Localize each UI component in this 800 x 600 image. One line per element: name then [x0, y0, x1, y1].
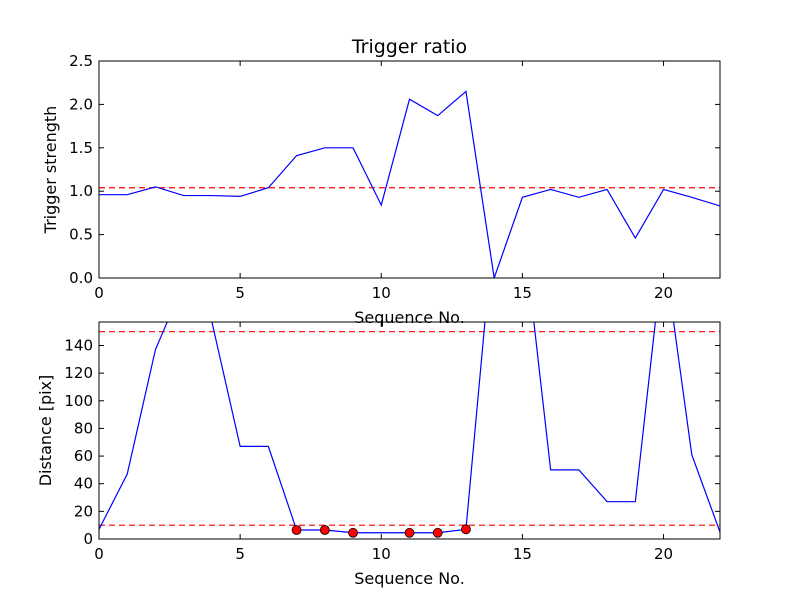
- data-point-marker: [291, 525, 302, 535]
- data-point-marker: [348, 527, 358, 538]
- y-tick-label: 40: [74, 475, 93, 493]
- chart-title: Trigger ratio: [351, 36, 467, 58]
- y-axis-label-bottom: Distance [pix]: [36, 375, 55, 487]
- y-tick-label: 2.0: [69, 95, 93, 113]
- x-tick-label: 15: [513, 284, 532, 302]
- plot-area-top: [99, 90, 720, 278]
- y-axis-label-top: Trigger strength: [41, 106, 60, 235]
- x-tick-label: 5: [235, 545, 245, 563]
- y-tick-label: 1.5: [69, 139, 93, 157]
- axes-frame-top: [98, 60, 721, 279]
- y-tick-label: 100: [64, 392, 93, 410]
- x-tick-label: 0: [94, 545, 104, 563]
- y-tick-label: 1.0: [69, 182, 93, 200]
- axes-frame-bottom: [98, 321, 721, 540]
- data-point-marker: [319, 525, 330, 535]
- x-axis-label-bottom: Sequence No.: [354, 569, 465, 588]
- y-tick-label: 80: [74, 419, 93, 437]
- y-tick-label: 140: [64, 336, 93, 354]
- y-tick-label: 0: [83, 530, 93, 548]
- x-tick-label: 10: [372, 545, 391, 563]
- y-tick-label: 20: [74, 502, 93, 520]
- x-tick-label: 0: [94, 284, 104, 302]
- x-tick-label: 20: [654, 545, 673, 563]
- data-point-marker: [404, 527, 415, 538]
- x-tick-label: 15: [513, 545, 532, 563]
- series-line-0: [99, 90, 720, 278]
- x-tick-label: 20: [654, 284, 673, 302]
- trigger-ratio-panel: Trigger ratio 0 5 10 15 20 0.0 0.5 1.0 1.5 2.0 2.5…: [41, 36, 721, 327]
- x-tick-label: 10: [372, 284, 391, 302]
- ticks-top: 0 5 10 15 20 0.0 0.5 1.0 1.5 2.0 2.5: [69, 52, 720, 302]
- y-tick-label: 120: [64, 364, 93, 382]
- data-point-marker: [461, 524, 471, 535]
- x-axis-label-top: Sequence No.: [354, 308, 465, 327]
- ticks-bottom: 0 5 10 15 20 0 20 40 60 80 100 120 140: [64, 322, 720, 563]
- y-tick-label: 2.5: [69, 52, 93, 70]
- data-point-marker: [432, 527, 443, 538]
- y-tick-label: 0.0: [69, 269, 93, 287]
- x-tick-label: 5: [235, 284, 245, 302]
- plot-area-bottom: [99, 322, 720, 538]
- y-tick-label: 0.5: [69, 226, 93, 244]
- y-tick-label: 60: [74, 447, 93, 465]
